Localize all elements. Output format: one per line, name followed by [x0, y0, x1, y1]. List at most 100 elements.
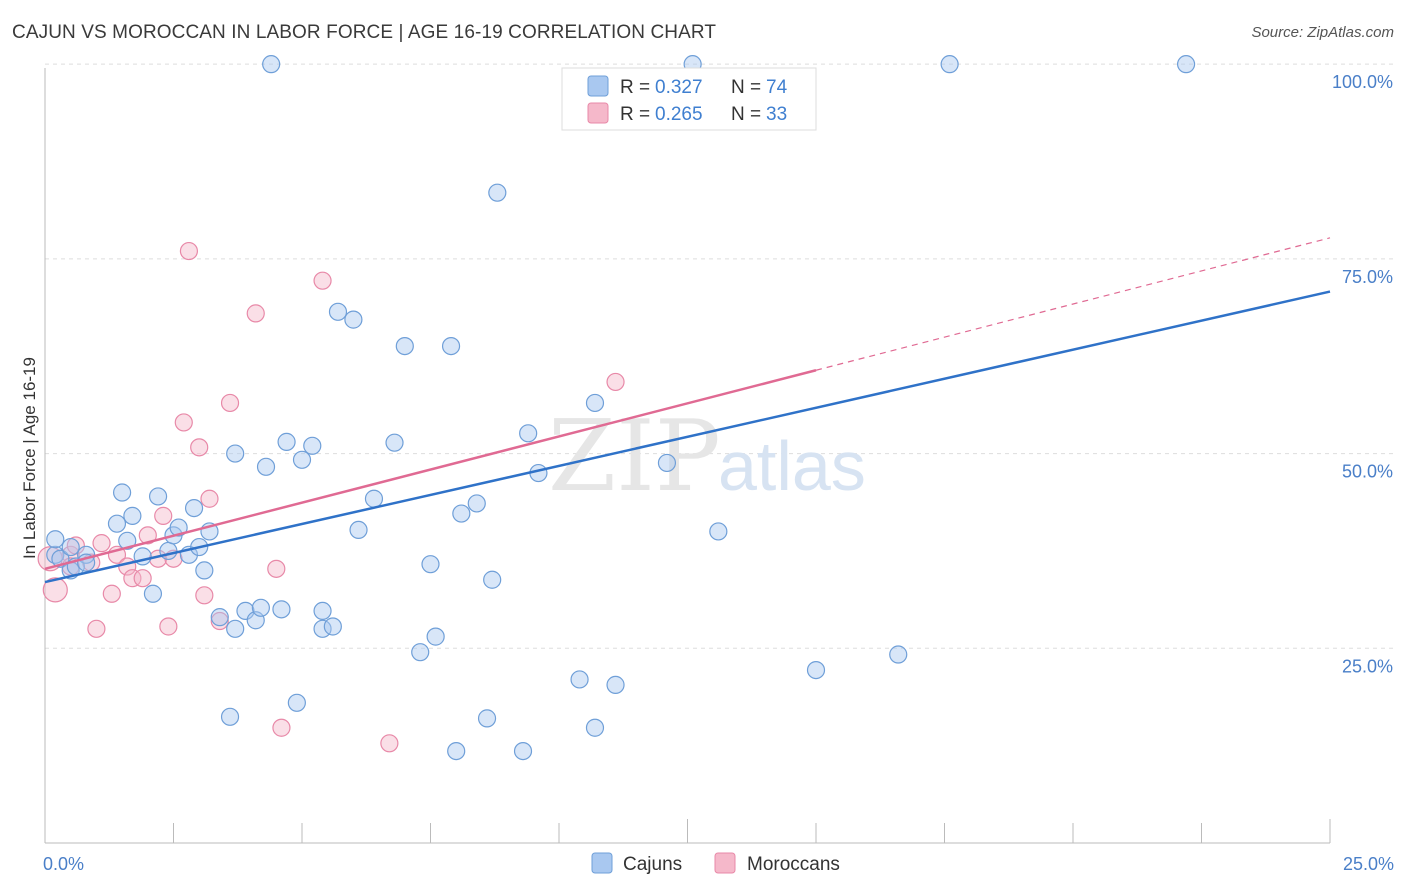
cajun-point — [940, 55, 959, 74]
cajun-point — [118, 531, 137, 550]
y-tick-labels: 25.0% 50.0% 75.0% 100.0% — [1332, 72, 1393, 676]
cajun-point — [513, 741, 533, 761]
moroccan-point — [92, 534, 111, 553]
cajun-point — [477, 709, 497, 728]
moroccan-point — [102, 584, 121, 603]
moroccan-point — [313, 271, 332, 290]
legend-r-label-moroccans: R = — [620, 104, 650, 125]
cajun-point — [256, 457, 276, 476]
cajun-point — [169, 518, 188, 537]
cajun-point — [385, 433, 404, 452]
legend-r-label-cajuns: R = — [620, 77, 650, 98]
legend-n-value-moroccans: 33 — [766, 104, 787, 125]
cajun-point — [585, 393, 605, 413]
cajun-point — [159, 541, 178, 561]
cajun-point — [889, 645, 908, 664]
legend-swatch-cajuns — [587, 75, 609, 97]
moroccan-point — [87, 619, 106, 638]
chart-title: CAJUN VS MOROCCAN IN LABOR FORCE | AGE 1… — [12, 22, 717, 43]
cajun-point — [123, 506, 142, 525]
cajun-point — [210, 608, 229, 627]
cajun-point — [483, 570, 502, 589]
trend-lines — [44, 237, 1331, 584]
moroccan-point — [606, 372, 625, 392]
cajun-point — [585, 718, 605, 737]
cajun-point — [220, 707, 240, 726]
cajun-point — [447, 741, 466, 761]
y-tick-label-25: 25.0% — [1342, 656, 1393, 676]
cajun-point — [467, 494, 486, 513]
moroccan-point — [174, 413, 193, 432]
y-tick-label-50: 50.0% — [1342, 462, 1393, 482]
bottom-legend-label-cajuns: Cajuns — [623, 854, 682, 875]
cajun-point — [107, 514, 127, 533]
cajun-point — [452, 504, 471, 523]
cajun-point — [292, 450, 312, 469]
moroccan-point — [267, 559, 286, 578]
moroccan-point — [246, 304, 265, 323]
moroccans-points — [37, 241, 625, 753]
legend-n-value-cajuns: 74 — [766, 77, 788, 98]
cajun-point — [303, 436, 322, 455]
legend-swatch-moroccans — [587, 102, 609, 124]
cajun-point — [61, 537, 80, 557]
watermark-zip: ZIP — [548, 400, 721, 514]
cajun-point — [519, 424, 538, 443]
cajun-point — [570, 670, 589, 689]
bottom-legend-swatch-moroccans — [714, 852, 736, 874]
moroccan-point — [200, 489, 219, 508]
moroccan-point — [138, 526, 157, 545]
cajun-point — [1176, 55, 1196, 74]
cajun-point — [421, 555, 440, 574]
moroccan-point — [133, 569, 152, 588]
bottom-legend: Cajuns Moroccans — [591, 852, 840, 875]
cajun-point — [657, 453, 677, 473]
cajuns-trend-line — [44, 290, 1331, 584]
moroccans-trend-line — [44, 369, 817, 571]
cajun-point — [262, 55, 281, 74]
source-label: Source: ZipAtlas.com — [1251, 24, 1394, 41]
legend-r-value-cajuns: 0.327 — [655, 77, 703, 98]
cajun-point — [344, 310, 363, 329]
cajun-point — [195, 561, 214, 580]
cajun-point — [411, 643, 430, 662]
cajun-point — [46, 530, 65, 549]
moroccan-point — [195, 586, 214, 605]
moroccans-trend-extension — [815, 237, 1331, 371]
cajun-point — [287, 693, 306, 712]
x-tick-label-min: 0.0% — [43, 854, 84, 874]
legend-n-label-moroccans: N = — [731, 104, 761, 125]
cajun-point — [236, 601, 255, 621]
x-tick-label-max: 25.0% — [1343, 854, 1394, 874]
cajun-point — [251, 598, 270, 617]
cajun-point — [709, 522, 728, 541]
moroccan-point — [123, 569, 142, 588]
moroccan-point — [154, 506, 173, 525]
cajun-point — [395, 336, 414, 356]
cajun-point — [488, 183, 507, 202]
grid-lines — [45, 63, 1395, 649]
legend-n-label-cajuns: N = — [731, 77, 761, 98]
cajun-point — [806, 660, 826, 680]
y-tick-label-75: 75.0% — [1342, 267, 1393, 287]
cajun-point — [349, 520, 368, 540]
cajun-point — [328, 302, 348, 321]
cajun-point — [148, 487, 168, 506]
moroccan-point — [42, 577, 68, 603]
moroccan-point — [159, 617, 178, 636]
bottom-legend-label-moroccans: Moroccans — [747, 854, 840, 875]
cajun-point — [277, 432, 296, 451]
cajun-point — [441, 336, 461, 356]
cajun-point — [143, 584, 163, 603]
cajun-point — [313, 601, 332, 621]
cajun-point — [426, 627, 445, 646]
bottom-legend-swatch-cajuns — [591, 852, 613, 874]
moroccan-point — [179, 241, 199, 261]
moroccan-point — [210, 611, 229, 631]
cajun-point — [364, 489, 384, 508]
y-tick-label-100: 100.0% — [1332, 72, 1393, 92]
x-tick-marks — [44, 819, 1331, 843]
cajun-point — [226, 444, 245, 463]
legend: R = 0.327 N = 74 R = 0.265 N = 33 — [561, 67, 817, 131]
